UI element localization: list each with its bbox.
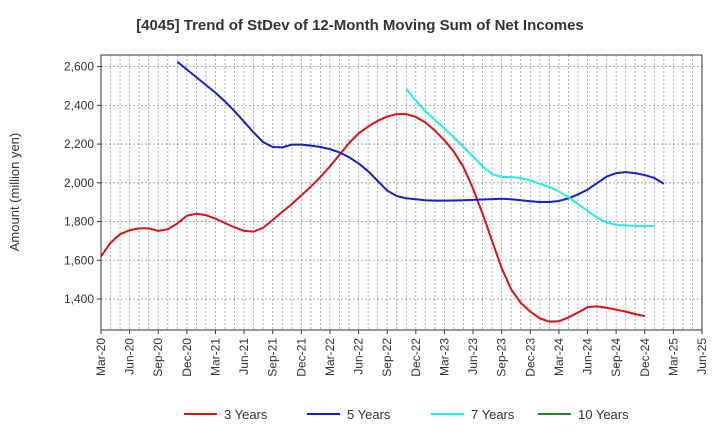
x-tick-label: Jun-25 [695,338,709,375]
y-tick-label: 1,400 [64,292,94,306]
x-tick-label: Dec-22 [409,338,423,377]
legend-label: 10 Years [578,407,629,422]
x-tick-label: Mar-21 [208,338,222,376]
grid [100,55,703,330]
series-line-3-years [100,113,645,323]
x-tick-label: Jun-23 [466,338,480,375]
x-tick-label: Sep-24 [609,338,623,377]
x-tick-label: Mar-23 [437,338,451,376]
legend-label: 3 Years [224,407,268,422]
x-tick-label: Dec-21 [294,338,308,377]
series-lines [100,61,665,323]
x-tick-label: Mar-25 [666,338,680,376]
legend-item: 3 Years [184,407,268,422]
legend-item: 5 Years [307,407,391,422]
x-tick-label: Sep-22 [380,338,394,377]
x-tick-label: Jun-22 [352,338,366,375]
x-tick-label: Jun-21 [237,338,251,375]
x-tick-label: Dec-20 [180,338,194,377]
x-tick-label: Jun-24 [581,338,595,375]
legend-item: 10 Years [538,407,629,422]
x-tick-label: Mar-20 [94,338,108,376]
y-axis-ticks: 1,400 1,600 1,800 2,000 2,200 2,400 2,600 [64,60,101,306]
y-tick-label: 2,000 [64,176,94,190]
legend-item: 7 Years [431,407,515,422]
x-tick-label: Mar-24 [552,338,566,376]
x-tick-label: Dec-23 [523,338,537,377]
chart-title: [4045] Trend of StDev of 12-Month Moving… [136,17,584,34]
series-line-7-years [405,88,655,228]
x-tick-label: Dec-24 [638,338,652,377]
x-tick-label: Jun-20 [123,338,137,375]
y-tick-label: 1,600 [64,253,94,267]
legend: 3 Years 5 Years 7 Years 10 Years [184,407,629,422]
y-tick-label: 1,800 [64,215,94,229]
y-axis-label: Amount (million yen) [7,133,22,252]
x-axis-ticks: Mar-20 Jun-20 Sep-20 Dec-20 Mar-21 Jun-21 Sep-… [94,330,709,377]
x-tick-label: Sep-20 [151,338,165,377]
y-tick-label: 2,600 [64,60,94,74]
y-tick-label: 2,400 [64,98,94,112]
x-tick-label: Mar-22 [323,338,337,376]
y-tick-label: 2,200 [64,137,94,151]
series-line-5-years [176,61,665,203]
x-tick-label: Sep-21 [266,338,280,377]
legend-label: 5 Years [347,407,391,422]
x-tick-label: Sep-23 [495,338,509,377]
plot-frame [100,54,703,331]
legend-label: 7 Years [471,407,515,422]
